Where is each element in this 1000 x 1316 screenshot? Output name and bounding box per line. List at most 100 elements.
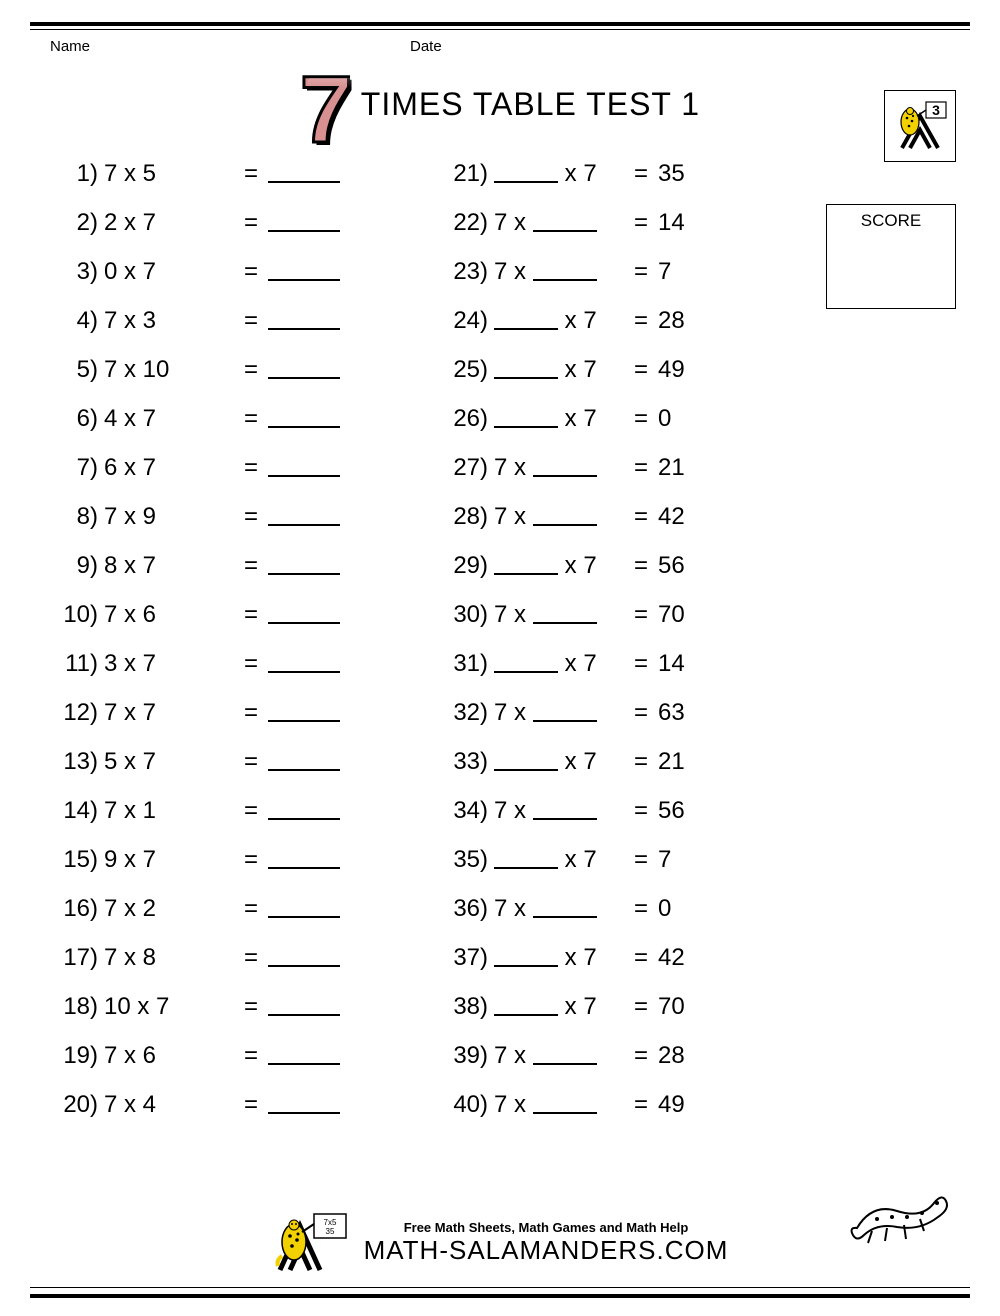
given-answer: 7 xyxy=(658,846,748,874)
equals-sign: = xyxy=(624,209,658,237)
factor-blank[interactable] xyxy=(533,798,597,820)
answer-blank[interactable] xyxy=(268,306,358,335)
equals-sign: = xyxy=(234,895,268,923)
factor-blank[interactable] xyxy=(494,945,558,967)
answer-blank[interactable] xyxy=(268,502,358,531)
answer-blank[interactable] xyxy=(268,845,358,874)
equals-sign: = xyxy=(234,356,268,384)
factor-blank[interactable] xyxy=(494,406,558,428)
problem-expression: x 7 xyxy=(494,404,624,433)
factor-blank[interactable] xyxy=(494,749,558,771)
problem-number: 6) xyxy=(50,405,104,433)
problem-row: 40)7 x =49 xyxy=(440,1090,810,1139)
equals-sign: = xyxy=(234,650,268,678)
problem-expression: 7 x 1 xyxy=(104,797,234,825)
equals-sign: = xyxy=(624,650,658,678)
equals-sign: = xyxy=(234,405,268,433)
answer-blank[interactable] xyxy=(268,159,358,188)
factor-blank[interactable] xyxy=(533,259,597,281)
answer-blank[interactable] xyxy=(268,1090,358,1119)
answer-blank[interactable] xyxy=(268,698,358,727)
problem-expression: 7 x 6 xyxy=(104,601,234,629)
answer-blank[interactable] xyxy=(268,257,358,286)
problem-row: 13)5 x 7= xyxy=(50,747,420,796)
problem-expression: x 7 xyxy=(494,355,624,384)
given-answer: 49 xyxy=(658,1091,748,1119)
factor-blank[interactable] xyxy=(533,700,597,722)
answer-blank[interactable] xyxy=(268,208,358,237)
given-answer: 21 xyxy=(658,748,748,776)
problem-number: 1) xyxy=(50,160,104,188)
answer-blank[interactable] xyxy=(268,1041,358,1070)
problem-number: 11) xyxy=(50,650,104,678)
equals-sign: = xyxy=(624,699,658,727)
given-answer: 0 xyxy=(658,895,748,923)
answer-blank[interactable] xyxy=(268,551,358,580)
page-title: TIMES TABLE TEST 1 xyxy=(361,86,700,123)
problem-row: 26) x 7=0 xyxy=(440,404,810,453)
equals-sign: = xyxy=(624,307,658,335)
problem-row: 27)7 x =21 xyxy=(440,453,810,502)
problem-row: 8)7 x 9= xyxy=(50,502,420,551)
factor-blank[interactable] xyxy=(494,651,558,673)
problem-row: 3)0 x 7= xyxy=(50,257,420,306)
problem-expression: x 7 xyxy=(494,992,624,1021)
factor-blank[interactable] xyxy=(533,896,597,918)
answer-blank[interactable] xyxy=(268,796,358,825)
factor-blank[interactable] xyxy=(533,504,597,526)
problem-expression: 5 x 7 xyxy=(104,748,234,776)
problem-row: 29) x 7=56 xyxy=(440,551,810,600)
problem-expression: 7 x xyxy=(494,453,624,482)
answer-blank[interactable] xyxy=(268,992,358,1021)
footer-logo-icon: 7x5 35 xyxy=(272,1208,350,1278)
factor-blank[interactable] xyxy=(494,847,558,869)
answer-blank[interactable] xyxy=(268,943,358,972)
problem-row: 24) x 7=28 xyxy=(440,306,810,355)
problem-row: 18)10 x 7= xyxy=(50,992,420,1041)
equals-sign: = xyxy=(234,160,268,188)
factor-blank[interactable] xyxy=(533,455,597,477)
factor-blank[interactable] xyxy=(533,1092,597,1114)
equals-sign: = xyxy=(234,944,268,972)
equals-sign: = xyxy=(624,993,658,1021)
answer-blank[interactable] xyxy=(268,453,358,482)
problem-expression: 6 x 7 xyxy=(104,454,234,482)
problem-expression: 7 x xyxy=(494,502,624,531)
answer-blank[interactable] xyxy=(268,747,358,776)
equals-sign: = xyxy=(234,209,268,237)
factor-blank[interactable] xyxy=(494,161,558,183)
factor-blank[interactable] xyxy=(494,357,558,379)
problem-number: 14) xyxy=(50,797,104,825)
answer-blank[interactable] xyxy=(268,894,358,923)
problem-expression: 0 x 7 xyxy=(104,258,234,286)
problem-expression: 7 x 3 xyxy=(104,307,234,335)
problem-number: 10) xyxy=(50,601,104,629)
problem-expression: 7 x 6 xyxy=(104,1042,234,1070)
factor-blank[interactable] xyxy=(494,553,558,575)
factor-blank[interactable] xyxy=(533,602,597,624)
answer-blank[interactable] xyxy=(268,404,358,433)
factor-blank[interactable] xyxy=(533,1043,597,1065)
problem-number: 24) xyxy=(440,307,494,335)
problem-row: 30)7 x =70 xyxy=(440,600,810,649)
equals-sign: = xyxy=(624,895,658,923)
problem-expression: 7 x xyxy=(494,894,624,923)
problem-number: 39) xyxy=(440,1042,494,1070)
equals-sign: = xyxy=(624,1042,658,1070)
problem-expression: 7 x xyxy=(494,208,624,237)
problem-number: 33) xyxy=(440,748,494,776)
answer-blank[interactable] xyxy=(268,355,358,384)
given-answer: 49 xyxy=(658,356,748,384)
problem-row: 38) x 7=70 xyxy=(440,992,810,1041)
problem-row: 16)7 x 2= xyxy=(50,894,420,943)
factor-blank[interactable] xyxy=(494,308,558,330)
problem-row: 1)7 x 5= xyxy=(50,159,420,208)
answer-blank[interactable] xyxy=(268,649,358,678)
factor-blank[interactable] xyxy=(533,210,597,232)
problem-number: 34) xyxy=(440,797,494,825)
problem-number: 5) xyxy=(50,356,104,384)
given-answer: 28 xyxy=(658,1042,748,1070)
problem-number: 9) xyxy=(50,552,104,580)
factor-blank[interactable] xyxy=(494,994,558,1016)
answer-blank[interactable] xyxy=(268,600,358,629)
